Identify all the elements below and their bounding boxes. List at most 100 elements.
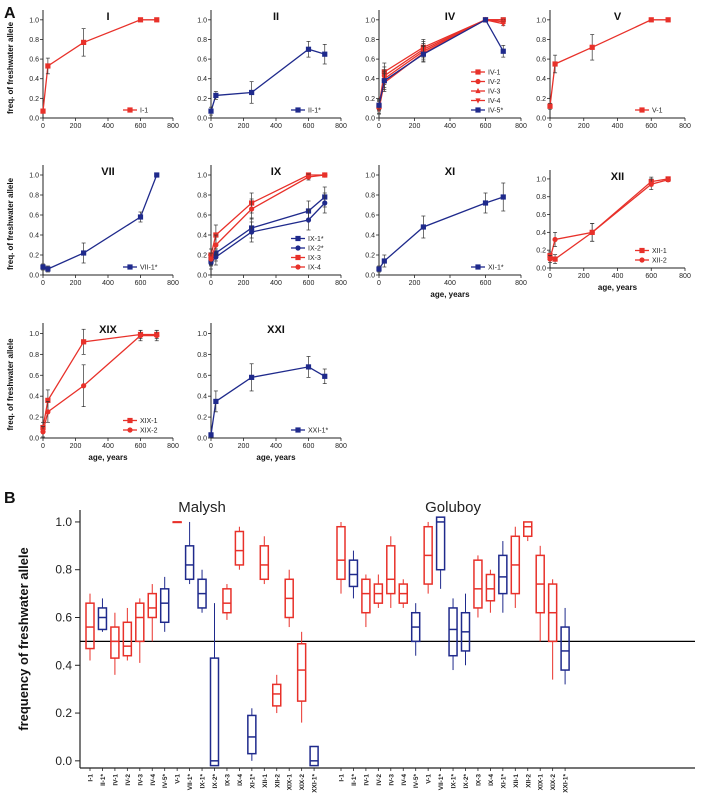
- line-chart-XXI: 0.0 0.2 0.4 0.6 0.8 1.0 0 200 400 600 800 XXI age, y…: [197, 323, 347, 462]
- x-tick-label: V-1: [426, 774, 433, 784]
- y-tick-label: 0.4: [536, 230, 546, 237]
- box: IV-5*: [410, 603, 421, 788]
- y-tick-label: 0.2: [365, 96, 375, 103]
- data-point: [665, 177, 671, 183]
- y-tick-label: 0.2: [29, 96, 39, 103]
- data-point: [475, 69, 481, 75]
- y-tick-label: 0.0: [536, 266, 546, 273]
- x-tick-label: 800: [335, 123, 347, 130]
- box-rect: [247, 714, 257, 755]
- box: XXI-1*: [560, 607, 570, 793]
- x-tick-label: 0: [548, 273, 552, 280]
- data-point: [305, 364, 312, 370]
- box: IV-3: [135, 598, 145, 786]
- box-rect: [159, 588, 170, 624]
- x-tick-label: 600: [135, 443, 147, 450]
- data-point: [213, 398, 219, 405]
- chart-title: XXI: [267, 324, 285, 336]
- data-point: [208, 108, 214, 114]
- x-tick-label: 800: [335, 280, 347, 287]
- box-rect: [272, 683, 282, 707]
- x-tick-label: 0: [209, 443, 213, 450]
- box: IV-4: [398, 579, 408, 786]
- y-tick-label: 0.8: [29, 193, 39, 200]
- y-tick-label: 0.4: [536, 76, 546, 83]
- x-tick-label: 400: [270, 123, 282, 130]
- line-chart-IV: 0.0 0.2 0.4 0.6 0.8 1.0 0 200 400 600 800 IV IV-1 IV-…: [365, 10, 527, 130]
- data-point: [249, 206, 255, 212]
- x-tick-label: 400: [444, 280, 456, 287]
- data-point: [475, 78, 481, 85]
- x-tick-label: I-1: [339, 774, 346, 782]
- box-rect: [296, 643, 307, 702]
- box: XII-1: [259, 536, 270, 788]
- y-tick-label: 1.0: [365, 17, 375, 24]
- x-tick-label: 800: [515, 280, 527, 287]
- y-tick-label: 1.0: [197, 331, 207, 338]
- x-tick-label: 800: [679, 273, 691, 280]
- x-tick-label: XXI-1*: [312, 774, 319, 793]
- group-label: Goluboy: [425, 499, 481, 516]
- panel-label-b: B: [4, 490, 16, 507]
- data-point: [45, 409, 51, 415]
- legend-label: IV-3: [488, 89, 501, 96]
- data-point: [127, 107, 133, 113]
- panel-label-a: A: [4, 5, 16, 22]
- x-tick-label: 0: [41, 443, 45, 450]
- data-point: [639, 107, 645, 113]
- x-tick-label: IX-1*: [451, 774, 458, 789]
- x-tick-label: IV-3: [137, 774, 144, 786]
- box: IX-1*: [197, 569, 207, 788]
- line-chart-IX: 0.0 0.2 0.4 0.6 0.8 1.0 0 200 400 600 800 IX IX-1* IX…: [197, 165, 347, 287]
- series-line: [210, 48, 325, 112]
- y-tick-label: 0.0: [197, 436, 207, 443]
- y-tick-label: 0.2: [365, 253, 375, 260]
- x-tick-label: IV-4: [401, 774, 408, 786]
- data-point: [40, 108, 46, 114]
- data-point: [381, 78, 387, 84]
- chart-title: IV: [445, 11, 456, 23]
- data-point: [475, 87, 481, 94]
- y-tick-label: 0.0: [365, 273, 375, 280]
- box: XI-1*: [498, 541, 508, 788]
- box-rect: [485, 573, 496, 602]
- data-point: [376, 102, 382, 108]
- box-rect: [184, 545, 195, 581]
- box: II-1*: [97, 598, 108, 786]
- data-point: [208, 432, 214, 438]
- legend-label: XI-1*: [488, 265, 504, 272]
- box: IX-2*: [460, 593, 471, 788]
- series-line: [378, 19, 504, 107]
- x-tick-label: XIX-2: [299, 774, 306, 791]
- box: XI-1*: [247, 708, 257, 788]
- data-point: [40, 429, 46, 435]
- y-tick-label: 0.6: [29, 57, 39, 64]
- box: IX-1*: [448, 598, 458, 789]
- y-tick-label: 0.8: [197, 193, 207, 200]
- y-tick-label: 0.6: [197, 57, 207, 64]
- data-point: [322, 51, 328, 57]
- y-tick-label: 1.0: [55, 515, 72, 529]
- y-tick-label: 0.6: [365, 213, 375, 220]
- box: XIX-1: [284, 569, 294, 790]
- y-tick-label: 0.6: [197, 373, 207, 380]
- x-tick-label: XII-1: [513, 774, 520, 788]
- y-tick-label: 0.8: [55, 563, 72, 577]
- data-point: [45, 63, 51, 69]
- box-rect: [336, 525, 346, 581]
- data-point: [295, 107, 301, 113]
- y-tick-label: 0.2: [197, 96, 207, 103]
- y-tick-label: 0.8: [197, 37, 207, 44]
- chart-title: II: [273, 11, 279, 23]
- box-rect: [234, 530, 245, 566]
- x-tick-label: IV-3: [388, 774, 395, 786]
- chart-title: XIX: [99, 324, 117, 336]
- x-tick-label: IV-2: [125, 774, 132, 786]
- x-tick-label: 400: [612, 123, 624, 130]
- chart-title: VII: [101, 166, 114, 178]
- legend-label: XII-2: [652, 258, 667, 265]
- y-tick-label: 0.6: [29, 213, 39, 220]
- y-tick-label: 0.4: [365, 76, 375, 83]
- data-point: [475, 107, 481, 113]
- y-tick-label: 0.4: [197, 76, 207, 83]
